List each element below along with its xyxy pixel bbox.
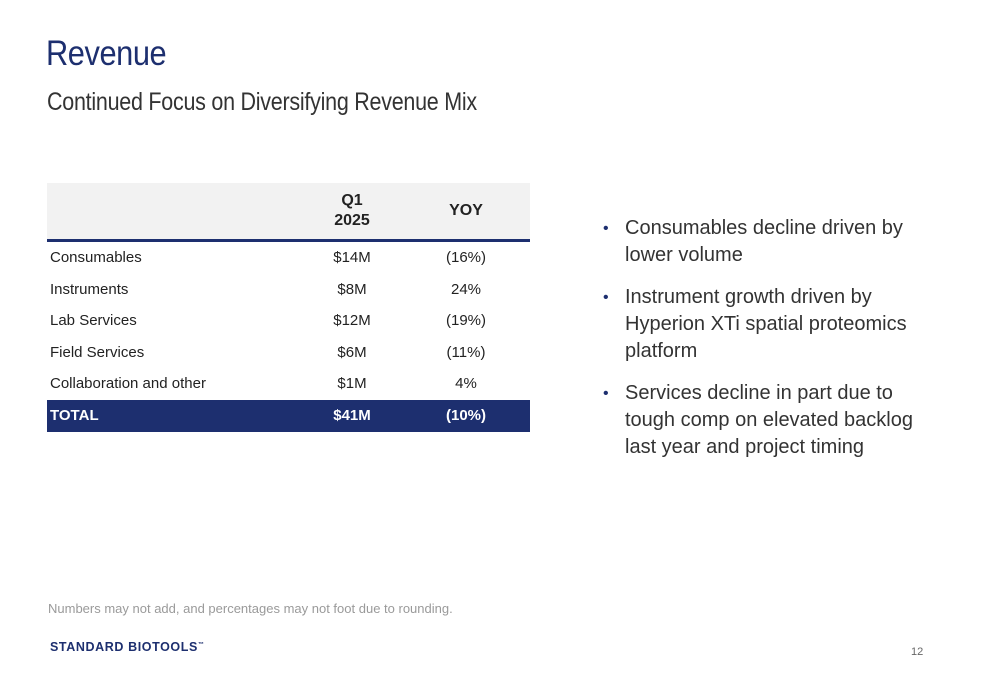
row-label: Lab Services [50, 312, 137, 330]
slide-subtitle: Continued Focus on Diversifying Revenue … [47, 88, 477, 116]
row-q1-value: $8M [337, 280, 367, 298]
slide-title: Revenue [46, 34, 167, 73]
row-yoy-value: 24% [450, 280, 482, 298]
total-yoy-value: (10%) [402, 399, 530, 432]
bullet-dot-icon: • [603, 289, 609, 306]
header-yoy: YOY [402, 183, 530, 242]
header-year-label: 2025 [334, 212, 370, 229]
bullet-item: • Instrument growth driven by Hyperion X… [603, 284, 948, 365]
logo-text: STANDARD BIOTOOLS [50, 640, 198, 654]
row-q1-value: $1M [337, 375, 367, 393]
header-q1-label: Q1 [341, 192, 363, 209]
row-label: Field Services [50, 343, 145, 361]
row-label: Collaboration and other [50, 375, 206, 393]
bullet-dot-icon: • [603, 220, 609, 237]
table-header-row: Q1 2025 YOY [47, 183, 530, 242]
table-row: Lab Services $12M (19%) [47, 305, 530, 337]
table-row: Instruments $8M 24% [47, 274, 530, 306]
footnote: Numbers may not add, and percentages may… [48, 601, 453, 616]
row-label: Instruments [50, 280, 129, 298]
bullet-text: Instrument growth driven by Hyperion XTi… [625, 286, 907, 362]
row-yoy-value: (11%) [446, 343, 486, 361]
page-number: 12 [911, 646, 924, 658]
bullet-dot-icon: • [603, 385, 609, 402]
table-row: Consumables $14M (16%) [47, 241, 530, 274]
bullet-item: • Consumables decline driven by lower vo… [603, 215, 948, 269]
total-q1-value: $41M [302, 399, 402, 432]
bullet-item: • Services decline in part due to tough … [603, 380, 948, 461]
bullet-text: Consumables decline driven by lower volu… [625, 217, 903, 266]
row-yoy-value: 4% [455, 375, 477, 393]
row-label: Consumables [50, 249, 142, 267]
row-q1-value: $14M [333, 249, 371, 267]
bullet-text: Services decline in part due to tough co… [625, 382, 913, 458]
commentary-bullets: • Consumables decline driven by lower vo… [603, 215, 948, 476]
company-logo: STANDARD BIOTOOLS™ [50, 640, 205, 654]
trademark-icon: ™ [197, 641, 205, 648]
total-label: TOTAL [47, 399, 302, 432]
table-row: Collaboration and other $1M 4% [47, 368, 530, 400]
row-q1-value: $12M [333, 312, 371, 330]
total-row: TOTAL $41M (10%) [47, 399, 530, 432]
revenue-table: Q1 2025 YOY Consumables $14M (16%) Instr… [47, 183, 530, 432]
header-category [47, 183, 302, 242]
row-yoy-value: (19%) [445, 312, 486, 330]
header-q1-2025: Q1 2025 [302, 183, 402, 242]
row-yoy-value: (16%) [445, 249, 486, 267]
row-q1-value: $6M [337, 343, 367, 361]
table-row: Field Services $6M (11%) [47, 337, 530, 369]
